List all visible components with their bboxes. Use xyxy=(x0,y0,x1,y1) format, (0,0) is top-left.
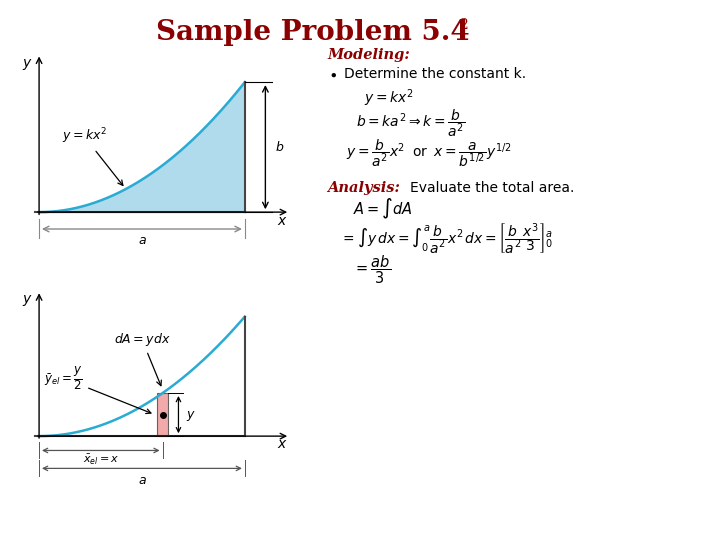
Text: $\bar{x}_{el} = x$: $\bar{x}_{el} = x$ xyxy=(83,453,119,467)
Text: $y = kx^2$: $y = kx^2$ xyxy=(62,127,123,185)
Text: y: y xyxy=(22,56,31,70)
Text: $y = \dfrac{b}{a^2}x^2 \;\;$or$\;\; x = \dfrac{a}{b^{1/2}}y^{1/2}$: $y = \dfrac{b}{a^2}x^2 \;\;$or$\;\; x = … xyxy=(346,137,511,169)
Text: $= \int y\,dx = \int_0^a \dfrac{b}{a^2}x^2\,dx = \left[\dfrac{b}{a^2}\dfrac{x^3}: $= \int y\,dx = \int_0^a \dfrac{b}{a^2}x… xyxy=(340,222,553,257)
Text: Modeling:: Modeling: xyxy=(328,49,410,63)
Text: y: y xyxy=(186,408,194,421)
Text: x: x xyxy=(278,437,286,451)
Text: Evaluate the total area.: Evaluate the total area. xyxy=(410,181,575,195)
Text: © 2009 McGraw Hill Education.: © 2009 McGraw Hill Education. xyxy=(9,525,151,534)
Text: 2: 2 xyxy=(459,18,468,32)
Text: $\bar{y}_{el} = \dfrac{y}{2}$: $\bar{y}_{el} = \dfrac{y}{2}$ xyxy=(45,365,151,414)
Text: b: b xyxy=(276,140,284,154)
Text: $\bullet$: $\bullet$ xyxy=(328,66,337,82)
Text: Determine the constant k.: Determine the constant k. xyxy=(344,68,526,82)
Text: Analysis:: Analysis: xyxy=(328,181,400,195)
Text: Sample Problem 5.4: Sample Problem 5.4 xyxy=(156,19,470,46)
Text: $y = kx^2$: $y = kx^2$ xyxy=(364,87,413,109)
Text: x: x xyxy=(278,214,286,228)
Text: $dA = ydx$: $dA = ydx$ xyxy=(114,331,170,386)
Text: y: y xyxy=(22,292,31,306)
Text: a: a xyxy=(138,474,145,487)
Text: $= \dfrac{ab}{3}$: $= \dfrac{ab}{3}$ xyxy=(353,254,391,286)
Bar xyxy=(157,393,168,436)
Text: a: a xyxy=(138,234,145,247)
Text: $b = ka^2 \Rightarrow k = \dfrac{b}{a^2}$: $b = ka^2 \Rightarrow k = \dfrac{b}{a^2}… xyxy=(356,107,466,139)
Text: $A = \int dA$: $A = \int dA$ xyxy=(353,198,413,221)
